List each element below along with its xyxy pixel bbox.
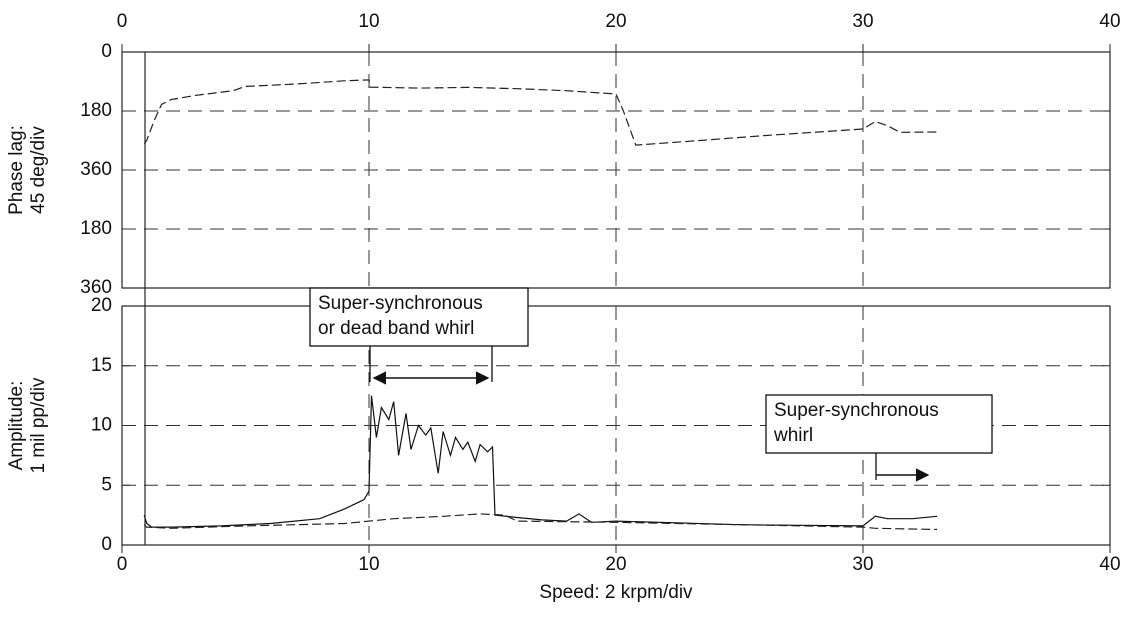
x-tick-label: 0: [117, 11, 128, 32]
y-tick-label: 20: [91, 295, 112, 316]
y-tick-label: 0: [101, 534, 112, 555]
annotation-text: whirl: [773, 425, 813, 446]
y-axis-label: Phase lag:45 deg/div: [6, 125, 49, 215]
annotation-box: [765, 394, 993, 454]
y-axis-label-line: Phase lag:: [6, 125, 27, 215]
data-line: [143, 79, 938, 146]
annotation-text: or dead band whirl: [318, 318, 474, 339]
x-tick-label: 10: [358, 11, 379, 32]
annotation-text: Super-synchronous: [318, 293, 483, 314]
y-tick-label: 0: [101, 41, 112, 62]
y-tick-label: 180: [80, 218, 112, 239]
y-axis-label-line: Amplitude:: [6, 381, 27, 471]
x-tick-label: 10: [358, 554, 379, 575]
y-axis-label: Amplitude:1 mil pp/div: [6, 377, 49, 474]
y-tick-label: 10: [91, 415, 112, 436]
y-axis-label-line: 1 mil pp/div: [28, 377, 49, 474]
y-tick-label: 360: [80, 159, 112, 180]
y-axis-label-line: 45 deg/div: [28, 126, 49, 214]
plot-frame: [121, 51, 1111, 289]
panel: 0 180 360 180 360 0 10 20 30 40 Phase lag:45 deg/d…: [6, 11, 1121, 298]
x-tick-label: 20: [605, 554, 626, 575]
annotation: Super-synchronous or dead band whirl: [309, 287, 529, 347]
x-tick-label: 20: [605, 11, 626, 32]
y-tick-label: 360: [80, 277, 112, 298]
x-tick-label: 0: [117, 554, 128, 575]
y-tick-label: 5: [101, 474, 112, 495]
plot-frame: [121, 305, 1111, 546]
x-tick-label: 40: [1099, 554, 1120, 575]
data-line: [143, 395, 938, 528]
annotation: Super-synchronous whirl: [765, 394, 993, 454]
data-line: [143, 513, 938, 531]
x-axis-label: Speed: 2 krpm/div: [539, 582, 693, 603]
annotation-text: Super-synchronous: [774, 400, 939, 421]
x-tick-label: 30: [852, 11, 873, 32]
x-tick-label: 30: [852, 554, 873, 575]
y-tick-label: 180: [80, 100, 112, 121]
x-tick-label: 40: [1099, 11, 1120, 32]
y-tick-label: 15: [91, 355, 112, 376]
annotation-box: [309, 287, 529, 347]
